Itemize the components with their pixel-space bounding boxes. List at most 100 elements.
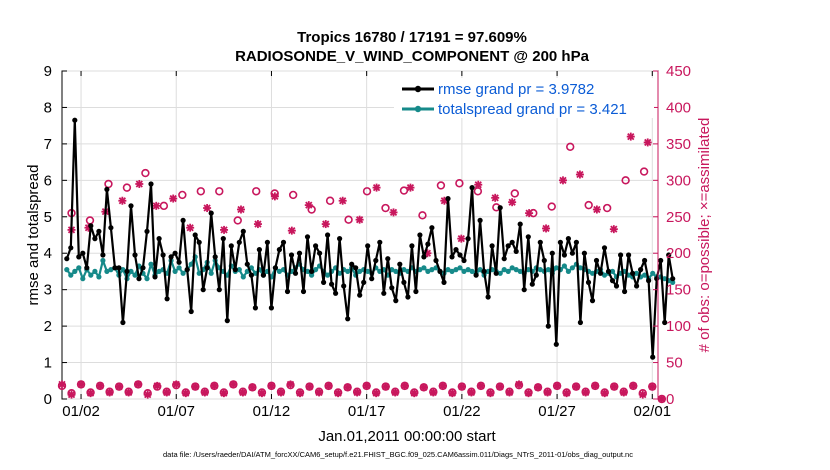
obs-assimilated-point <box>362 381 371 390</box>
obs-assimilated-point <box>406 183 415 192</box>
y-tick-label-left: 9 <box>44 63 52 80</box>
rmse-point <box>112 265 118 271</box>
y-tick-label-right: 200 <box>666 245 691 262</box>
obs-possible-point <box>584 200 593 210</box>
rmse-point <box>429 225 435 231</box>
rmse-point <box>152 274 158 280</box>
obs-assimilated-point <box>270 192 279 201</box>
totalspread-point <box>357 268 363 274</box>
rmse-point <box>397 261 403 267</box>
totalspread-point <box>513 267 519 273</box>
rmse-point <box>549 250 555 256</box>
rmse-point <box>489 243 495 249</box>
rmse-point <box>268 305 274 311</box>
rmse-point <box>68 245 74 251</box>
totalspread-point <box>505 268 511 274</box>
obs-possible-point <box>325 196 335 205</box>
rmse-point <box>321 279 327 285</box>
obs-assimilated-point <box>324 381 333 390</box>
rmse-point <box>521 287 527 293</box>
rmse-point <box>457 252 463 258</box>
rmse-point <box>561 252 568 258</box>
totalspread-point <box>208 270 214 276</box>
obs-assimilated-point <box>572 382 581 391</box>
rmse-point <box>325 232 331 238</box>
rmse-point <box>389 285 395 291</box>
rmse-point <box>381 290 387 296</box>
obs-possible-point <box>547 202 556 211</box>
obs-possible-point <box>252 187 261 196</box>
y-tick-label-right: 150 <box>666 282 691 299</box>
rmse-point <box>453 247 459 253</box>
rmse-point <box>76 254 82 260</box>
rmse-point <box>393 298 399 304</box>
rmse-point <box>341 283 347 289</box>
obs-assimilated-point <box>355 215 364 224</box>
totalspread-point <box>176 265 182 271</box>
y-tick-label-left: 1 <box>44 355 52 372</box>
rmse-point <box>313 243 319 249</box>
obs-assimilated-point <box>162 388 171 397</box>
obs-assimilated-point <box>219 389 228 398</box>
legend-box <box>394 78 654 118</box>
obs-assimilated-point <box>152 201 161 210</box>
y-tick-label-right: 350 <box>666 136 691 153</box>
obs-assimilated-point <box>372 183 381 192</box>
rmse-point <box>413 288 419 295</box>
obs-assimilated-point <box>600 389 609 398</box>
obs-possible-point <box>510 189 520 198</box>
obs-assimilated-point <box>542 224 551 233</box>
rmse-point <box>72 117 78 123</box>
rmse-point <box>557 239 564 245</box>
rmse-point <box>345 316 351 322</box>
rmse-point <box>622 288 628 295</box>
obs-assimilated-point <box>467 388 476 397</box>
rmse-point <box>280 239 287 245</box>
totalspread-point <box>421 265 427 271</box>
obs-assimilated-point <box>186 223 195 232</box>
obs-assimilated-point <box>96 381 105 390</box>
rmse-point <box>192 232 198 238</box>
totalspread-point <box>465 267 471 273</box>
totalspread-point <box>304 268 311 274</box>
obs-assimilated-point <box>657 395 666 403</box>
obs-possible-point <box>178 190 187 200</box>
rmse-point <box>136 276 142 282</box>
rmse-point <box>365 243 371 249</box>
obs-possible-point <box>455 179 464 188</box>
totalspread-point <box>132 272 138 278</box>
rmse-point <box>581 250 588 256</box>
rmse-point <box>64 256 70 262</box>
rmse-point <box>196 239 202 245</box>
y-tick-label-left: 0 <box>44 391 52 408</box>
rmse-point <box>232 267 238 273</box>
y-tick-label-right: 0 <box>666 391 674 408</box>
totalspread-point <box>634 270 640 276</box>
rmse-point <box>128 203 134 209</box>
rmse-point <box>565 236 572 242</box>
obs-assimilated-point <box>315 388 324 397</box>
rmse-point <box>593 257 600 264</box>
rmse-point <box>184 267 190 273</box>
obs-possible-point <box>159 201 169 211</box>
totalspread-point <box>545 267 551 273</box>
rmse-point <box>292 270 299 276</box>
obs-assimilated-point <box>220 225 229 234</box>
obs-assimilated-point <box>172 380 181 389</box>
rmse-point <box>304 234 311 240</box>
obs-assimilated-point <box>419 383 428 392</box>
obs-possible-point <box>215 187 224 196</box>
obs-assimilated-point <box>77 380 86 389</box>
rmse-point <box>537 239 543 245</box>
rmse-point <box>264 239 270 245</box>
obs-assimilated-point <box>58 380 66 389</box>
rmse-point <box>638 267 644 273</box>
legend-rmse-label: rmse grand pr = 3.9782 <box>438 81 594 98</box>
obs-assimilated-point <box>238 388 247 397</box>
rmse-point <box>80 250 86 256</box>
rmse-point <box>176 259 182 265</box>
rmse-point <box>493 270 499 276</box>
y-tick-label-left: 4 <box>44 245 52 262</box>
obs-assimilated-point <box>181 389 190 398</box>
